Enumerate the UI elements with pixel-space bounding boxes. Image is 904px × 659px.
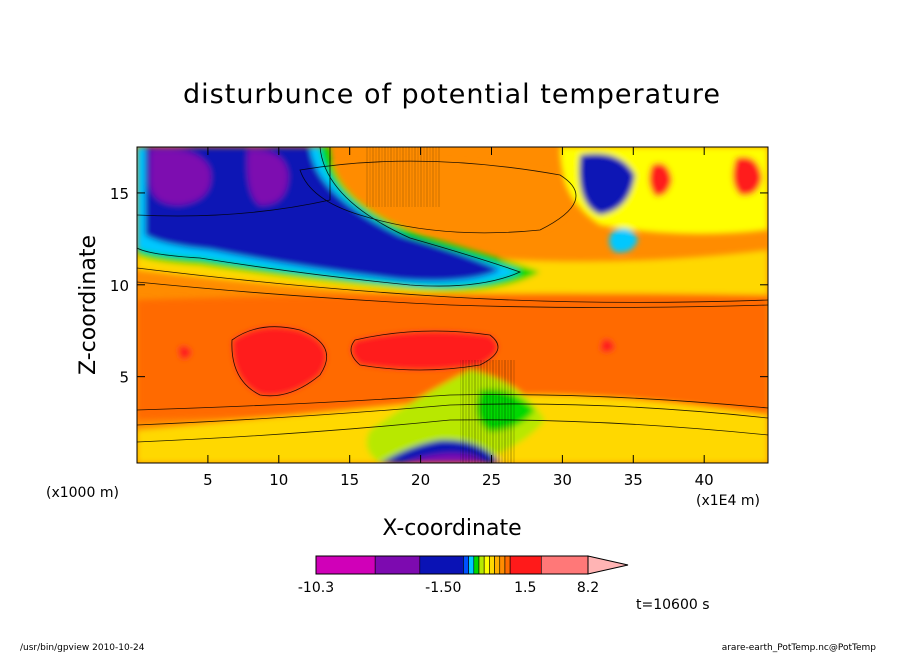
colorbar-bin-11 [504,555,511,575]
footer-right: arare-earth_PotTemp.nc@PotTemp [722,643,877,653]
colorbar-frame [315,555,589,575]
colorbar-label-2: 1.5 [514,580,536,596]
colorbar-bin-5 [473,555,480,575]
x-tick-label-20: 20 [411,471,430,489]
colorbar-bin-0 [315,555,376,575]
upper-right-red [732,156,762,196]
x-tick-label-15: 15 [340,471,359,489]
contour-line-1 [137,267,768,303]
warm-spot-right [600,339,615,353]
turbulence-hatching-upper [365,147,440,207]
y-tick-label-15: 15 [110,185,129,203]
contour-line-4 [137,403,768,426]
colorbar-bin-7 [483,555,490,575]
colorbar-label-3: 8.2 [577,580,599,596]
x-axis-scale-note: (x1E4 m) [696,493,760,509]
colorbar-bin-2 [419,555,464,575]
plot-frame [136,146,769,464]
colorbar-bin-6 [478,555,485,575]
x-axis-unit: (x1000 m) [46,485,119,501]
colorbar-bin-13 [540,555,589,575]
y-tick-label-10: 10 [110,277,129,295]
x-tick-label-30: 30 [553,471,572,489]
contour-line-8 [137,147,522,287]
colorbar-bin-4 [468,555,475,575]
warm-core-left [231,326,327,396]
turbulence-hatching [460,360,515,463]
footer-left: /usr/bin/gpview 2010-10-24 [20,643,145,653]
warm-spot-left [178,345,192,360]
upper-right-blue [579,153,635,215]
colorbar-bin-3 [463,555,469,575]
colorbar-bin-9 [494,555,501,575]
negative-blue [145,147,500,282]
contour-line-2 [137,281,768,308]
contour-line-5 [137,419,768,443]
colorbar: -10.3 -1.50 1.5 8.2 [298,555,629,596]
x-tick-label-35: 35 [624,471,643,489]
y-tick-label-5: 5 [119,369,129,387]
negative-purple-mid [247,149,288,205]
chart-title: disturbunce of potential temperature [183,79,721,110]
colorbar-label-0: -10.3 [298,580,334,596]
colorbar-arrow [587,555,629,575]
colorbar-bin-8 [489,555,495,575]
time-label: t=10600 s [636,597,710,613]
colorbar-bin-1 [374,555,421,575]
x-tick-label-5: 5 [203,471,213,489]
colorbar-bin-12 [509,555,542,575]
contour-line-6 [231,326,328,397]
contour-line-3 [137,394,768,411]
x-tick-label-10: 10 [269,471,288,489]
colorbar-bin-10 [499,555,506,575]
upper-right-red-2 [649,163,672,197]
x-axis-label: X-coordinate [382,516,521,541]
x-tick-label-40: 40 [695,471,714,489]
colorbar-label-1: -1.50 [425,580,461,596]
negative-purple-left [150,149,211,205]
y-axis-ticks: 5 10 15 [110,185,768,387]
contour-line-10 [137,147,331,217]
x-tick-label-25: 25 [482,471,501,489]
contour-field [137,147,768,463]
upper-right-cyan [609,228,638,253]
y-axis-label: Z-coordinate [76,235,101,375]
x-axis-ticks: 5 10 15 20 25 30 35 40 [203,147,714,489]
